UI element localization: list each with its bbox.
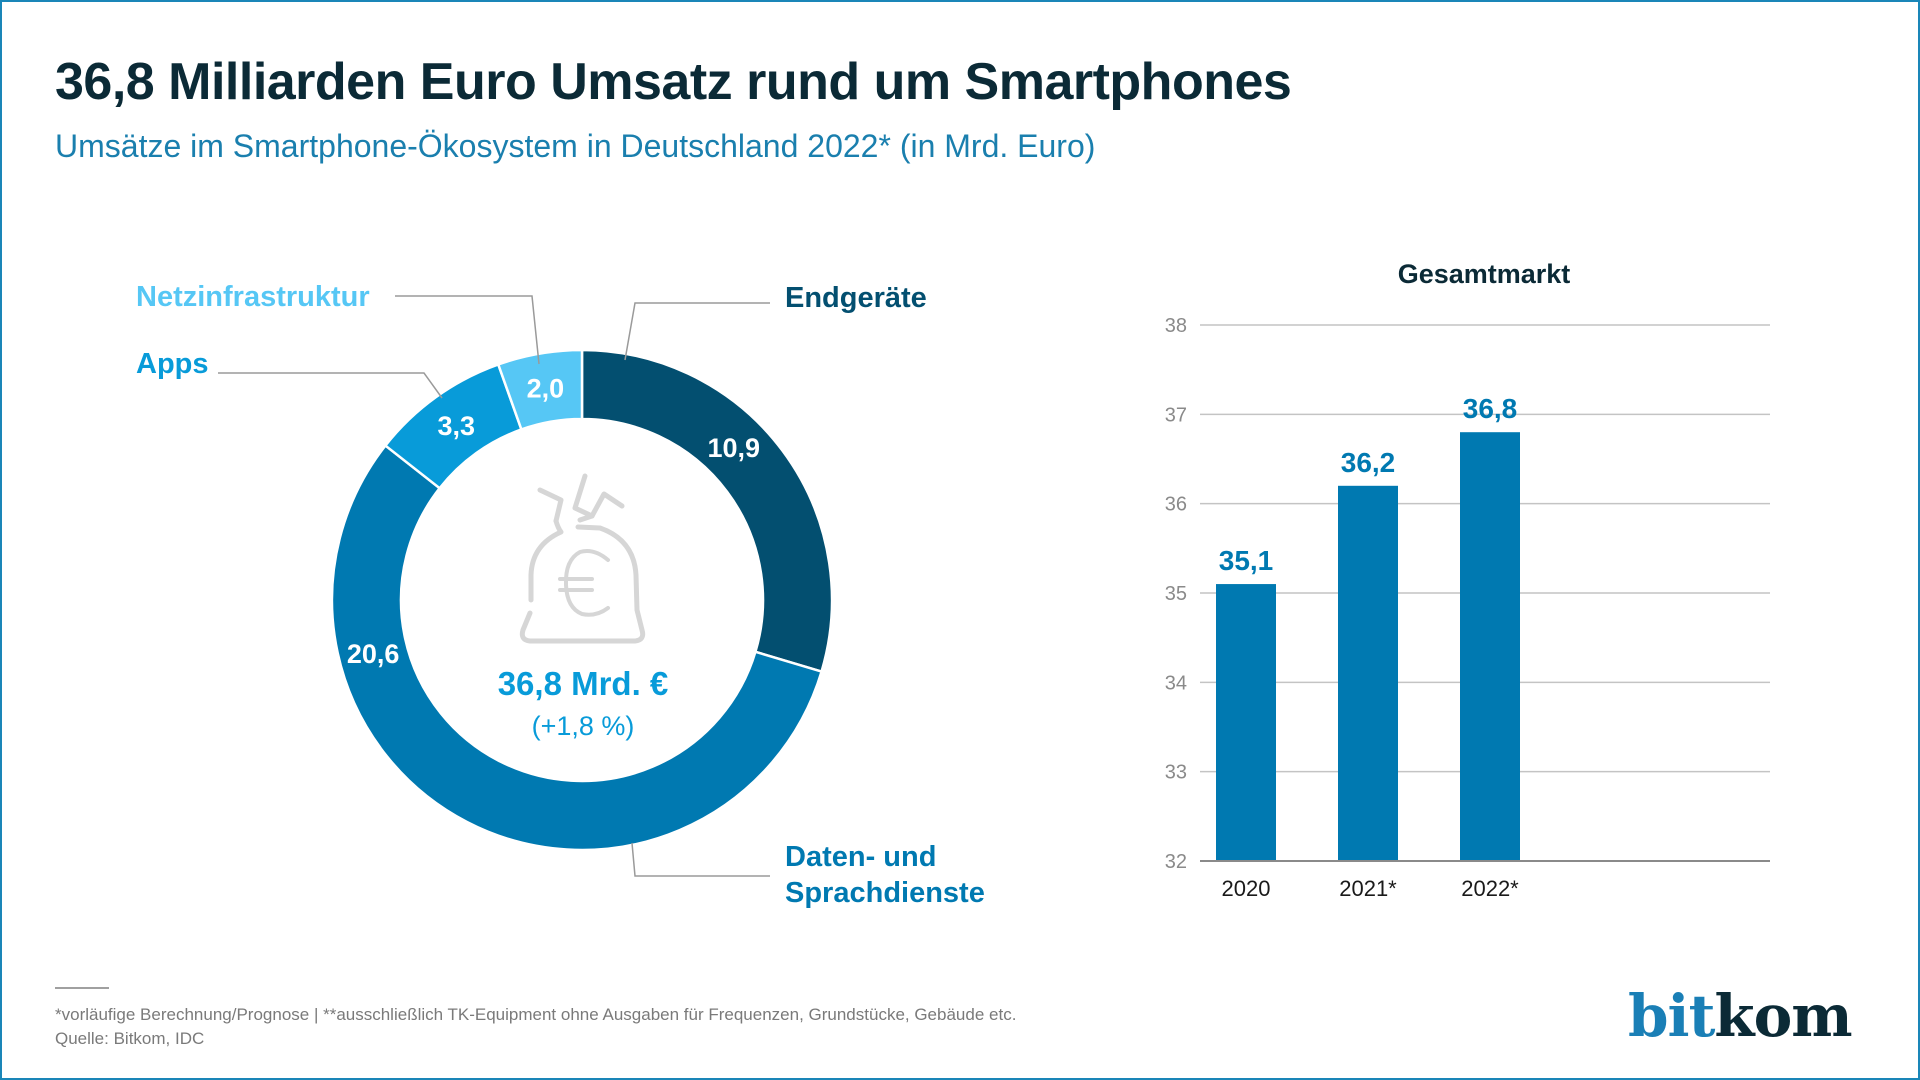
- donut-value-netz: 2,0: [527, 374, 565, 404]
- donut-slice-netz: [496, 348, 584, 432]
- donut-value-endgeraete: 10,9: [708, 433, 761, 463]
- slice-label-daten-line2: Sprachdienste: [785, 877, 985, 909]
- y-tick-label: 37: [1165, 404, 1187, 426]
- donut-change-label: (+1,8 %): [532, 711, 635, 741]
- y-tick-label: 38: [1165, 315, 1187, 337]
- source-text: Quelle: Bitkom, IDC: [55, 1029, 205, 1048]
- bitkom-logo: bitkom: [1628, 982, 1853, 1050]
- y-tick-label: 36: [1165, 494, 1187, 516]
- y-tick-label: 35: [1165, 583, 1187, 605]
- leader-line-daten: [631, 842, 770, 877]
- donut-total-label: 36,8 Mrd. €: [498, 665, 669, 702]
- bar-2022*: [1460, 432, 1520, 860]
- donut-slice-endgeraete: [580, 348, 834, 674]
- x-tick-label: 2020: [1222, 876, 1271, 901]
- slice-label-apps: Apps: [136, 348, 209, 380]
- donut-value-daten: 20,6: [347, 639, 400, 669]
- leader-line-endgeraete: [624, 302, 770, 361]
- bar-chart-bars: 35,1 2020 36,2 2021* 36,8 2022*: [1216, 393, 1520, 901]
- logo-part-bit: bit: [1628, 982, 1715, 1050]
- page-title: 36,8 Milliarden Euro Umsatz rund um Smar…: [55, 53, 1292, 111]
- donut-value-apps: 3,3: [437, 411, 475, 441]
- logo-part-kom: kom: [1714, 982, 1852, 1050]
- slice-label-daten-line1: Daten- und: [785, 841, 936, 873]
- bar-value-label: 36,8: [1463, 393, 1518, 424]
- x-tick-label: 2021*: [1339, 876, 1397, 901]
- donut-slice-daten: [330, 443, 824, 852]
- leader-line-apps: [218, 372, 443, 399]
- y-tick-label: 33: [1165, 762, 1187, 784]
- page-subtitle: Umsätze im Smartphone-Ökosystem in Deuts…: [55, 128, 1096, 164]
- bar-value-label: 36,2: [1341, 447, 1396, 478]
- slice-label-netz: Netzinfrastruktur: [136, 281, 370, 313]
- footnotes: *vorläufige Berechnung/Prognose | **auss…: [55, 1003, 1016, 1051]
- slice-label-endgeraete: Endgeräte: [785, 282, 927, 314]
- y-tick-label: 34: [1165, 672, 1187, 694]
- money-bag-euro-icon: [519, 473, 646, 644]
- bar-value-label: 35,1: [1219, 545, 1274, 576]
- bar-2020: [1216, 584, 1276, 860]
- leader-line-netz: [395, 295, 540, 365]
- footnote-divider: [55, 987, 109, 989]
- x-tick-label: 2022*: [1461, 876, 1519, 901]
- footnote-text: *vorläufige Berechnung/Prognose | **auss…: [55, 1005, 1017, 1024]
- y-tick-label: 32: [1165, 851, 1187, 873]
- donut-chart: 10,9 20,6 3,3 2,0: [330, 348, 834, 852]
- bar-2021*: [1338, 485, 1398, 860]
- bar-chart-title: Gesamtmarkt: [1398, 259, 1571, 289]
- leader-lines: [218, 295, 770, 877]
